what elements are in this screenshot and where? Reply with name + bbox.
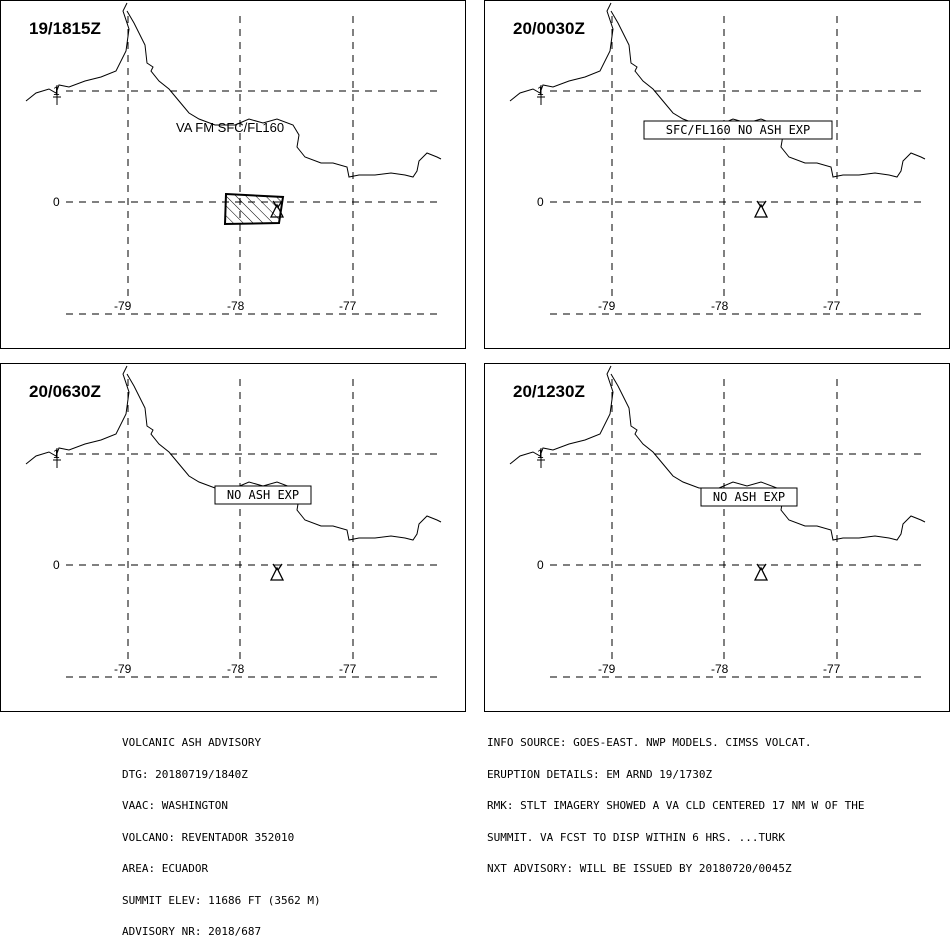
lon-label-78: -78	[711, 299, 729, 313]
advisory-volcano: VOLCANO: REVENTADOR 352010	[122, 830, 295, 844]
lat-lon-grid	[550, 379, 923, 678]
map-canvas: 1 0 -79 -78 -77 NO ASH EXP	[509, 365, 926, 678]
lon-label-77: -77	[339, 662, 357, 676]
advisory-title: VOLCANIC ASH ADVISORY	[122, 736, 262, 749]
panel-time: 19/1815Z	[29, 19, 101, 38]
eruption-details: ERUPTION DETAILS: EM ARND 19/1730Z	[487, 767, 713, 781]
map-canvas: 1 0 -79 -78 -77 SFC/FL160 NO ASH EXP	[509, 2, 926, 315]
lon-label-77: -77	[823, 299, 841, 313]
forecast-label: SFC/FL160 NO ASH EXP	[666, 123, 811, 137]
next-advisory: NXT ADVISORY: WILL BE ISSUED BY 20180720…	[487, 862, 792, 875]
forecast-label-box	[700, 487, 798, 507]
info-source: INFO SOURCE: GOES-EAST. NWP MODELS. CIMS…	[487, 736, 812, 749]
lat-lon-grid	[66, 16, 439, 315]
map-canvas: 1 0 -79 -78 -77 NO ASH EXP	[25, 365, 442, 678]
advisory-vaac: VAAC: WASHINGTON	[122, 799, 228, 812]
volcano-icon	[753, 200, 769, 218]
remark-line-1: RMK: STLT IMAGERY SHOWED A VA CLD CENTER…	[487, 799, 865, 812]
volcano-icon	[753, 563, 769, 581]
lon-label-79: -79	[114, 299, 132, 313]
map-panel-1: 1 0 -79 -78 -77 VA FM SFC/FL160 19/1815Z	[0, 0, 466, 349]
remark-line-2: SUMMIT. VA FCST TO DISP WITHIN 6 HRS. ..…	[487, 830, 786, 844]
lon-label-78: -78	[227, 662, 245, 676]
coastline	[25, 2, 442, 178]
lat-label-0: 0	[53, 558, 60, 572]
volcano-icon	[269, 563, 285, 581]
lat-lon-grid	[66, 379, 439, 678]
lon-label-78: -78	[227, 299, 245, 313]
lat-label-0: 0	[537, 558, 544, 572]
map-panel-4: 1 0 -79 -78 -77 NO ASH EXP 20/1230Z	[484, 363, 950, 712]
lon-label-78: -78	[711, 662, 729, 676]
panel-time: 20/0630Z	[29, 382, 101, 401]
ash-label: VA FM SFC/FL160	[176, 120, 284, 135]
map-canvas: 1 0 -79 -78 -77 VA FM SFC/FL160	[25, 2, 442, 315]
map-panel-3: 1 0 -79 -78 -77 NO ASH EXP 20/0630Z	[0, 363, 466, 712]
advisory-block: VOLCANIC ASH ADVISORY DTG: 20180719/1840…	[122, 717, 321, 948]
advisory-dtg: DTG: 20180719/1840Z	[122, 767, 248, 781]
forecast-label-box	[643, 120, 833, 140]
ash-cloud-area	[223, 192, 285, 226]
lat-label-0: 0	[53, 195, 60, 209]
lat-label-1: 1	[53, 84, 60, 98]
forecast-label: NO ASH EXP	[713, 490, 785, 504]
advisory-number: ADVISORY NR: 2018/687	[122, 925, 262, 938]
forecast-label-box	[214, 485, 312, 505]
advisory-area: AREA: ECUADOR	[122, 862, 209, 875]
panel-time: 20/0030Z	[513, 19, 585, 38]
lon-label-79: -79	[114, 662, 132, 676]
map-panel-2: 1 0 -79 -78 -77 SFC/FL160 NO ASH EXP 20/…	[484, 0, 950, 349]
lat-label-1: 1	[53, 447, 60, 461]
panel-time: 20/1230Z	[513, 382, 585, 401]
forecast-label: NO ASH EXP	[227, 488, 299, 502]
lon-label-77: -77	[339, 299, 357, 313]
lon-label-77: -77	[823, 662, 841, 676]
lon-label-79: -79	[598, 662, 616, 676]
lat-label-1: 1	[537, 84, 544, 98]
lat-label-1: 1	[537, 447, 544, 461]
info-block: INFO SOURCE: GOES-EAST. NWP MODELS. CIMS…	[487, 717, 865, 885]
lat-label-0: 0	[537, 195, 544, 209]
lon-label-79: -79	[598, 299, 616, 313]
lat-lon-grid	[550, 16, 923, 315]
advisory-summit-elev: SUMMIT ELEV: 11686 FT (3562 M)	[122, 893, 321, 907]
volcano-icon	[269, 200, 285, 218]
